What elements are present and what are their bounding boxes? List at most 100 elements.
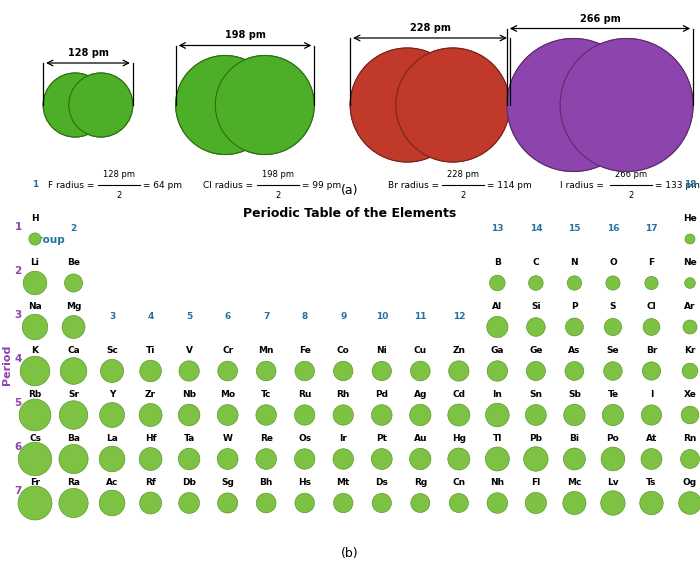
Text: Sr: Sr xyxy=(68,390,79,399)
Text: Ni: Ni xyxy=(377,346,387,355)
Text: Cd: Cd xyxy=(452,390,466,399)
Circle shape xyxy=(256,493,276,513)
Text: 5: 5 xyxy=(15,398,22,408)
Text: Xe: Xe xyxy=(684,390,696,399)
Circle shape xyxy=(178,448,200,470)
FancyBboxPatch shape xyxy=(398,96,462,114)
Circle shape xyxy=(563,492,586,515)
Circle shape xyxy=(560,38,693,172)
Text: 128 pm: 128 pm xyxy=(68,48,108,58)
Text: 13: 13 xyxy=(491,224,503,233)
Text: 2: 2 xyxy=(116,191,121,200)
Text: Rh: Rh xyxy=(337,390,350,399)
Text: O: O xyxy=(609,258,617,267)
Text: F: F xyxy=(648,258,654,267)
Circle shape xyxy=(350,48,464,162)
Text: 2: 2 xyxy=(275,191,281,200)
Circle shape xyxy=(216,55,314,154)
Circle shape xyxy=(176,55,274,154)
Text: Rn: Rn xyxy=(683,434,696,443)
Text: Y: Y xyxy=(109,390,116,399)
Circle shape xyxy=(641,405,662,425)
Circle shape xyxy=(372,493,391,512)
Text: H: H xyxy=(32,214,38,223)
Circle shape xyxy=(217,449,238,470)
Circle shape xyxy=(643,362,661,380)
Circle shape xyxy=(410,448,431,470)
Text: Mc: Mc xyxy=(567,478,582,487)
Text: Tc: Tc xyxy=(261,390,272,399)
Circle shape xyxy=(601,447,625,471)
Circle shape xyxy=(448,404,470,426)
Text: Li: Li xyxy=(31,258,39,267)
Text: Ir: Ir xyxy=(340,434,347,443)
Text: Sg: Sg xyxy=(221,478,234,487)
Circle shape xyxy=(604,318,622,336)
Text: Br radius =: Br radius = xyxy=(388,180,442,189)
Text: F radius =: F radius = xyxy=(48,180,97,189)
Text: Os: Os xyxy=(298,434,312,443)
Circle shape xyxy=(64,274,83,292)
Text: Ag: Ag xyxy=(414,390,427,399)
Text: In: In xyxy=(492,390,503,399)
Circle shape xyxy=(524,447,548,471)
Circle shape xyxy=(603,362,622,380)
Circle shape xyxy=(18,486,52,520)
Text: Re: Re xyxy=(260,434,273,443)
Text: Ge: Ge xyxy=(529,346,542,355)
Circle shape xyxy=(525,492,547,514)
Circle shape xyxy=(217,405,238,425)
Text: Ga: Ga xyxy=(491,346,504,355)
Text: S: S xyxy=(610,302,616,311)
Circle shape xyxy=(139,403,162,427)
Text: Cr: Cr xyxy=(222,346,233,355)
Circle shape xyxy=(685,277,695,288)
Text: Lv: Lv xyxy=(607,478,619,487)
FancyBboxPatch shape xyxy=(563,95,637,115)
Text: W: W xyxy=(223,434,232,443)
Text: Ts: Ts xyxy=(646,478,657,487)
Text: K: K xyxy=(32,346,38,355)
Text: Po: Po xyxy=(607,434,620,443)
Circle shape xyxy=(606,276,620,290)
Text: At: At xyxy=(646,434,657,443)
Text: Ru: Ru xyxy=(298,390,312,399)
Circle shape xyxy=(526,362,545,381)
Text: 7: 7 xyxy=(14,486,22,496)
Text: Sn: Sn xyxy=(529,390,542,399)
Text: (b): (b) xyxy=(341,547,359,560)
Text: Period: Period xyxy=(2,345,12,385)
Text: 9: 9 xyxy=(340,312,346,321)
Text: As: As xyxy=(568,346,580,355)
Text: Nb: Nb xyxy=(182,390,196,399)
Text: (a): (a) xyxy=(342,184,358,197)
Circle shape xyxy=(679,492,700,514)
Text: Co: Co xyxy=(337,346,349,355)
Text: B: B xyxy=(494,258,500,267)
Text: V: V xyxy=(186,346,192,355)
Circle shape xyxy=(140,360,162,382)
Text: La: La xyxy=(106,434,118,443)
Circle shape xyxy=(178,404,200,426)
Circle shape xyxy=(486,403,509,427)
Text: Ba: Ba xyxy=(67,434,80,443)
Text: Db: Db xyxy=(182,478,196,487)
Text: 228 pm: 228 pm xyxy=(410,23,450,33)
Text: = 114 pm: = 114 pm xyxy=(484,180,532,189)
Circle shape xyxy=(486,316,508,338)
Circle shape xyxy=(295,405,315,425)
Circle shape xyxy=(99,446,125,472)
Text: Hf: Hf xyxy=(145,434,156,443)
Circle shape xyxy=(218,361,237,381)
Circle shape xyxy=(29,233,41,245)
Circle shape xyxy=(685,234,695,244)
Text: Fe: Fe xyxy=(299,346,311,355)
Circle shape xyxy=(641,449,662,470)
Circle shape xyxy=(20,356,50,386)
Circle shape xyxy=(487,361,508,381)
Text: Rg: Rg xyxy=(414,478,427,487)
Text: Sb: Sb xyxy=(568,390,581,399)
Circle shape xyxy=(566,318,583,336)
Circle shape xyxy=(567,276,582,290)
Circle shape xyxy=(256,361,276,381)
